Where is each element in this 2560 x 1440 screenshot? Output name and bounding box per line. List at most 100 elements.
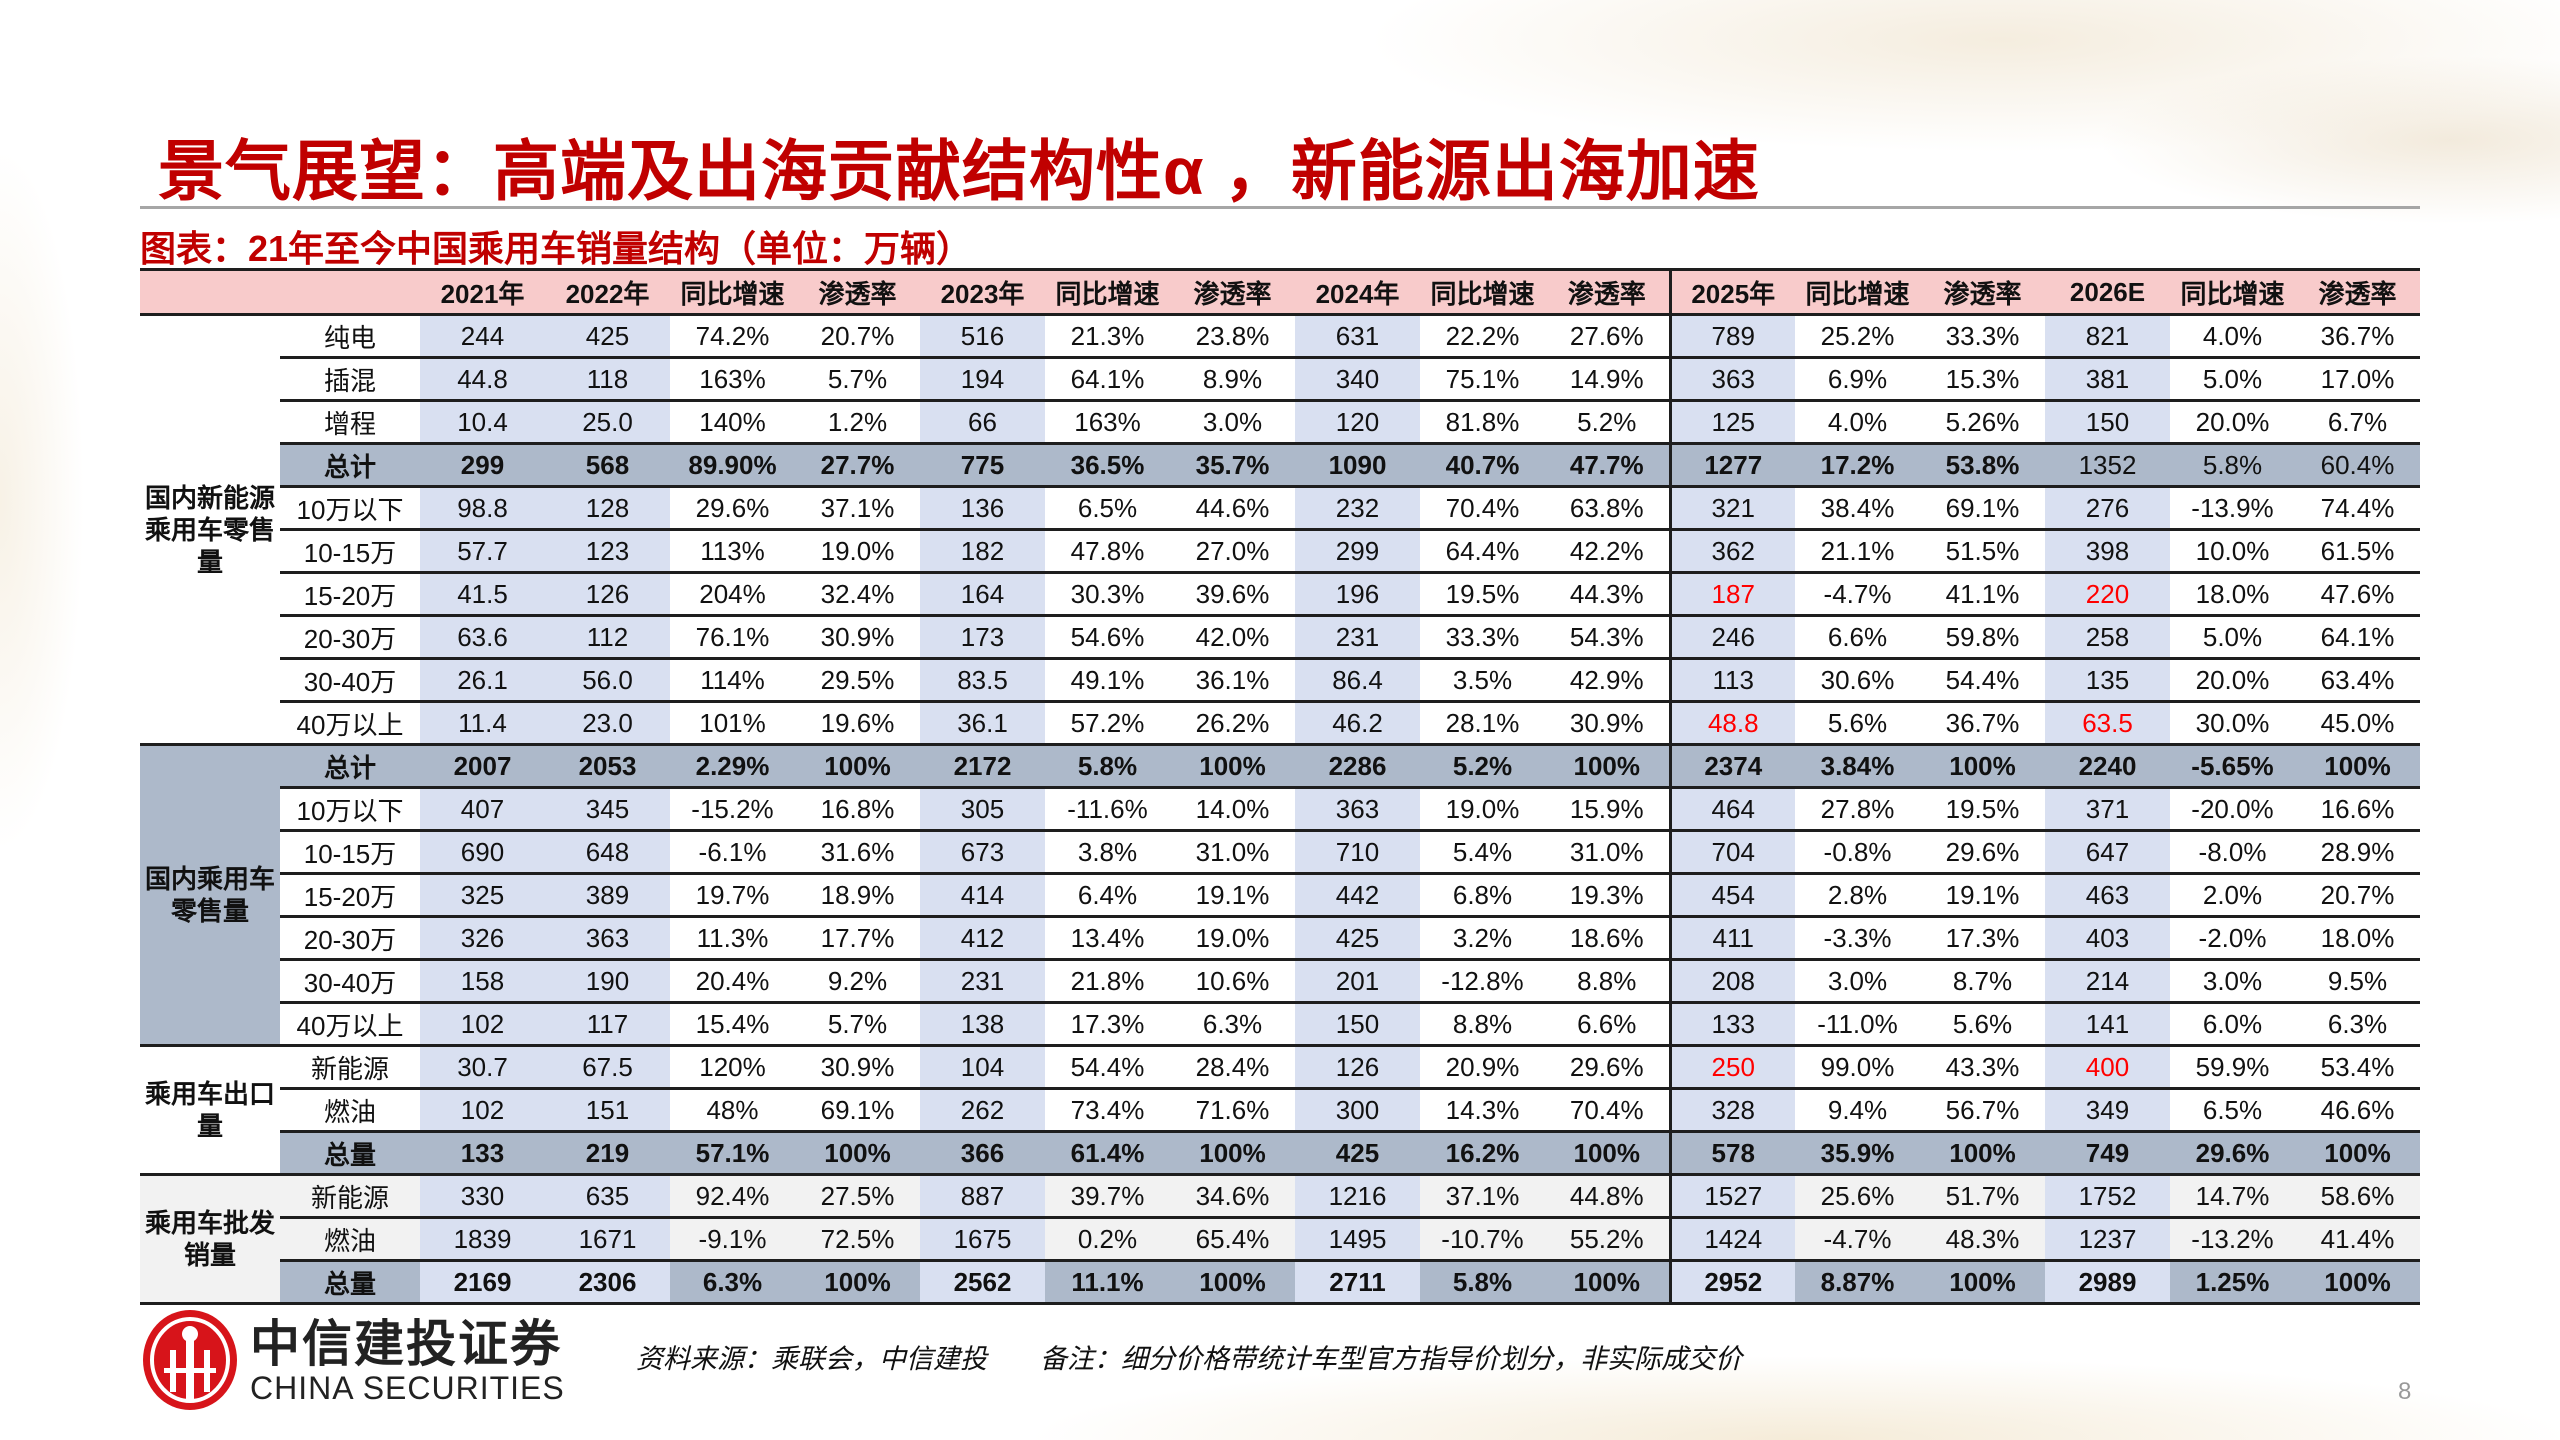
table-cell: 412 [920,916,1045,961]
table-cell: 16.6% [2295,787,2420,832]
table-cell: 5.26% [1920,400,2045,445]
table-cell: 6.8% [1420,873,1545,918]
table-cell: -0.8% [1795,830,1920,875]
table-cell: 2053 [545,744,670,789]
table-cell: 363 [1668,357,1795,402]
table-cell: 10.0% [2170,529,2295,574]
table-cell: 28.9% [2295,830,2420,875]
table-cell: 1671 [545,1217,670,1262]
table-cell: 35.7% [1170,443,1295,488]
table-cell: 70.4% [1420,486,1545,531]
table-cell: 23.0 [545,701,670,746]
row-label: 总量 [280,1131,420,1176]
table-cell: 442 [1295,873,1420,918]
table-cell: 6.9% [1795,357,1920,402]
table-cell: 99.0% [1795,1045,1920,1090]
table-cell: 29.6% [1545,1045,1670,1090]
table-cell: 173 [920,615,1045,660]
table-cell: 11.4 [420,701,545,746]
table-row: 30-40万 26.1 56.0 114% 29.5% 83.5 49.1% 36.1% 86.… [140,658,2420,703]
table-cell: 20.0% [2170,658,2295,703]
column-header: 同比增速 [2170,268,2295,316]
table-cell: -13.9% [2170,486,2295,531]
table-cell: 20.4% [670,959,795,1004]
table-cell: 30.7 [420,1045,545,1090]
table-cell: 5.2% [1420,744,1545,789]
table-cell: 17.0% [2295,357,2420,402]
table-cell: 31.6% [795,830,920,875]
table-cell: 6.3% [1170,1002,1295,1047]
table-cell: 20.9% [1420,1045,1545,1090]
table-cell: 454 [1668,873,1795,918]
table-cell: 113 [1668,658,1795,703]
table-cell: 56.0 [545,658,670,703]
table-cell: 27.7% [795,443,920,488]
table-cell: 345 [545,787,670,832]
table-cell: 64.1% [2295,615,2420,660]
table-cell: 89.90% [670,443,795,488]
table-cell: 887 [920,1174,1045,1219]
table-cell: 73.4% [1045,1088,1170,1133]
table-cell: 45.0% [2295,701,2420,746]
column-header: 渗透率 [1545,268,1670,316]
table-cell: 18.0% [2295,916,2420,961]
table-cell: 27.6% [1545,314,1670,359]
table-cell: 16.2% [1420,1131,1545,1176]
table-cell: 2711 [1295,1260,1420,1305]
table-cell: 83.5 [920,658,1045,703]
table-cell: 112 [545,615,670,660]
table-cell: 673 [920,830,1045,875]
table-cell: 22.2% [1420,314,1545,359]
table-cell: 362 [1668,529,1795,574]
column-header: 2021年 [420,268,545,316]
table-cell: 19.7% [670,873,795,918]
table-cell: 27.5% [795,1174,920,1219]
row-label: 20-30万 [280,916,420,961]
table-cell: 151 [545,1088,670,1133]
table-cell: 299 [1295,529,1420,574]
table-cell: 13.4% [1045,916,1170,961]
table-cell: 2989 [2045,1260,2170,1305]
table-cell: 425 [545,314,670,359]
table-cell: 63.6 [420,615,545,660]
table-cell: 194 [920,357,1045,402]
table-cell: -2.0% [2170,916,2295,961]
table-cell: 1839 [420,1217,545,1262]
column-header: 同比增速 [1045,268,1170,316]
table-cell: 8.7% [1920,959,2045,1004]
row-label: 10万以下 [280,486,420,531]
table-cell: 231 [920,959,1045,1004]
row-label: 20-30万 [280,615,420,660]
table-cell: 114% [670,658,795,703]
table-cell: 0.2% [1045,1217,1170,1262]
table-cell: -15.2% [670,787,795,832]
table-row: 40万以上 11.4 23.0 101% 19.6% 36.1 57.2% 26.2% 46.2… [140,701,2420,746]
table-cell: 9.4% [1795,1088,1920,1133]
table-cell: 48% [670,1088,795,1133]
table-cell: 28.1% [1420,701,1545,746]
table-cell: 72.5% [795,1217,920,1262]
table-cell: 463 [2045,873,2170,918]
table-cell: 299 [420,443,545,488]
table-cell: 30.6% [1795,658,1920,703]
table-cell: 59.9% [2170,1045,2295,1090]
table-cell: 100% [2295,1260,2420,1305]
table-cell: 126 [545,572,670,617]
table-cell: -11.6% [1045,787,1170,832]
table-cell: 33.3% [1420,615,1545,660]
table-cell: 30.3% [1045,572,1170,617]
table-cell: 321 [1668,486,1795,531]
table-cell: -9.1% [670,1217,795,1262]
column-header: 渗透率 [1920,268,2045,316]
row-label: 燃油 [280,1088,420,1133]
table-cell: 100% [1170,1131,1295,1176]
table-cell: 44.8 [420,357,545,402]
table-cell: 18.6% [1545,916,1670,961]
table-row: 40万以上 102 117 15.4% 5.7% 138 17.3% 6.3% 150 8.8% 6… [140,1002,2420,1047]
table-cell: 26.2% [1170,701,1295,746]
table-cell: 647 [2045,830,2170,875]
table-cell: 414 [920,873,1045,918]
table-cell: 46.6% [2295,1088,2420,1133]
table-cell: 54.4% [1045,1045,1170,1090]
table-cell: 48.8 [1668,701,1795,746]
